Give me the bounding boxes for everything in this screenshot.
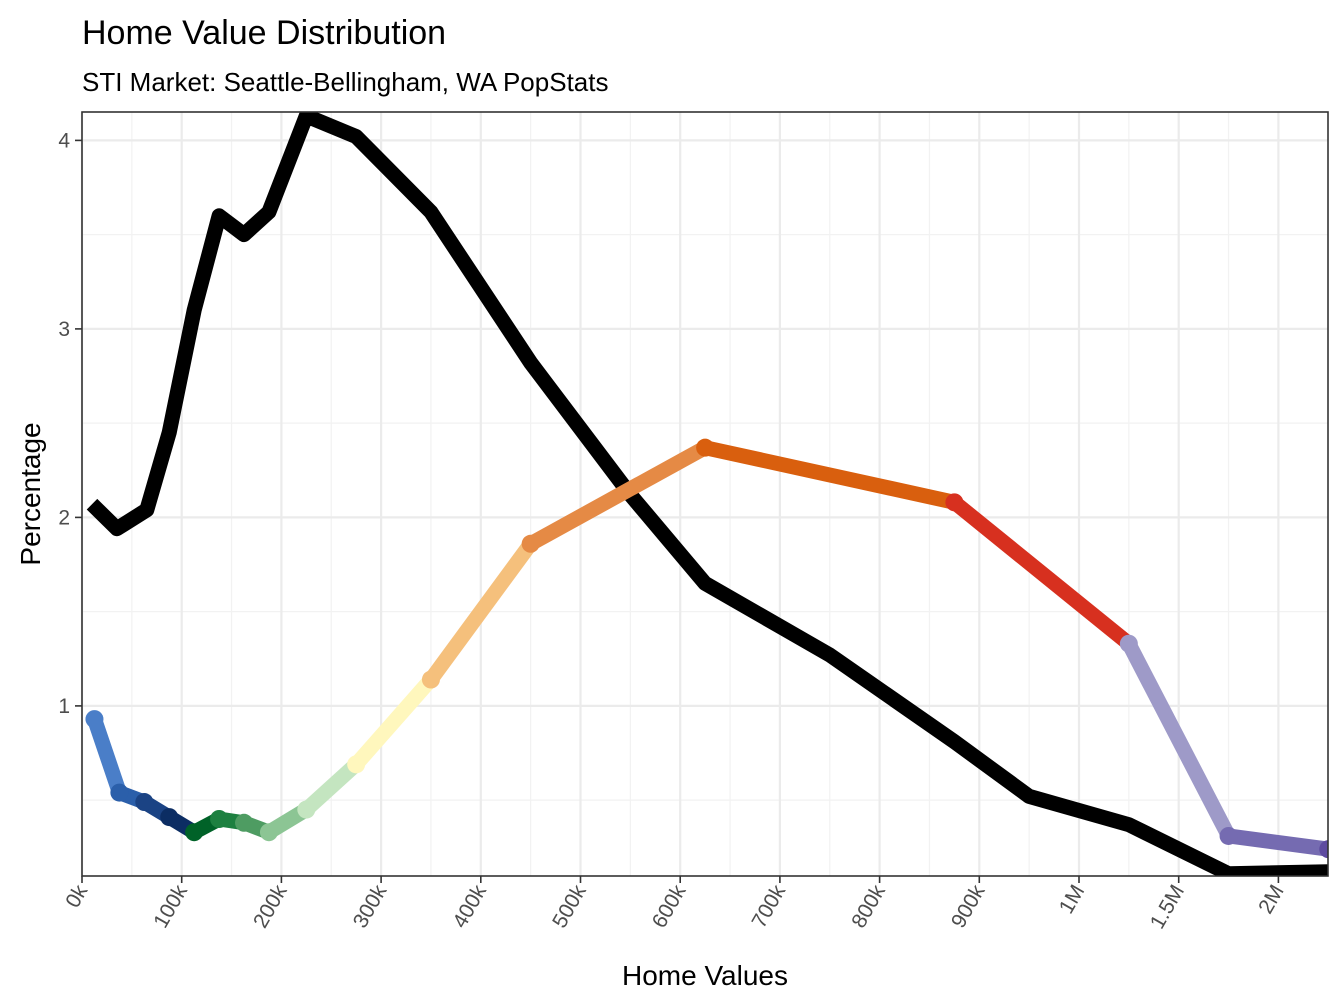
x-tick-label: 600k — [648, 881, 691, 932]
chart-title: Home Value Distribution — [82, 14, 446, 52]
segment-point — [421, 670, 440, 689]
segment-point — [297, 800, 316, 819]
segment-line — [949, 496, 1134, 650]
segment-point — [235, 813, 254, 832]
segment-point — [185, 823, 204, 842]
x-tick-label: 1M — [1055, 881, 1090, 918]
x-tick-label: 300k — [349, 881, 392, 932]
minor-gridlines — [82, 112, 1328, 876]
major-gridlines — [80, 112, 1328, 876]
x-tick-label: 700k — [748, 881, 791, 932]
y-axis-title: Percentage — [15, 422, 46, 565]
x-tick-label: 1.5M — [1146, 881, 1189, 933]
segment-point — [1119, 634, 1138, 653]
x-tick-label: 500k — [548, 881, 591, 932]
y-tick-label: 3 — [58, 318, 70, 341]
x-axis-title: Home Values — [622, 960, 788, 991]
x-tick-label: 2M — [1254, 881, 1289, 918]
y-tick-label: 2 — [58, 506, 70, 529]
segment-line — [301, 758, 362, 816]
segment-point — [210, 810, 229, 828]
segment-point — [696, 438, 715, 457]
y-axis: 1 2 3 4 — [58, 129, 82, 718]
x-tick-label: 900k — [947, 881, 990, 932]
segment-point — [160, 808, 179, 827]
segment-point — [521, 534, 540, 553]
segment-line — [1122, 640, 1236, 840]
segment-line — [350, 674, 437, 770]
y-tick-label: 4 — [58, 129, 70, 152]
series-layer — [85, 112, 1328, 876]
plot-panel-border — [81, 111, 1329, 877]
segment-point — [110, 783, 129, 802]
segment-line — [424, 539, 537, 684]
segment-line — [703, 440, 956, 510]
y-tick-label: 1 — [58, 695, 70, 718]
segment-point — [1219, 826, 1238, 845]
x-tick-label: 800k — [847, 881, 890, 932]
chart-subtitle: STI Market: Seattle-Bellingham, WA PopSt… — [82, 67, 608, 97]
segment-line — [527, 441, 709, 551]
x-tick-label: 400k — [448, 881, 491, 932]
segment-point — [945, 493, 964, 512]
x-tick-label: 200k — [249, 881, 292, 932]
segment-line — [1227, 828, 1328, 857]
segment-point — [259, 823, 278, 842]
x-axis: 0k 100k 200k 300k 400k 500k 600k 700k 800k 900k 1M… — [61, 876, 1289, 933]
x-tick-label: 100k — [149, 881, 192, 932]
segment-point — [347, 755, 366, 774]
segment-point — [1319, 840, 1328, 859]
market-series-line — [86, 112, 1328, 876]
segment-point — [85, 710, 104, 729]
x-tick-label: 0k — [61, 881, 92, 912]
segment-point — [135, 793, 154, 812]
segment-line — [87, 716, 127, 796]
